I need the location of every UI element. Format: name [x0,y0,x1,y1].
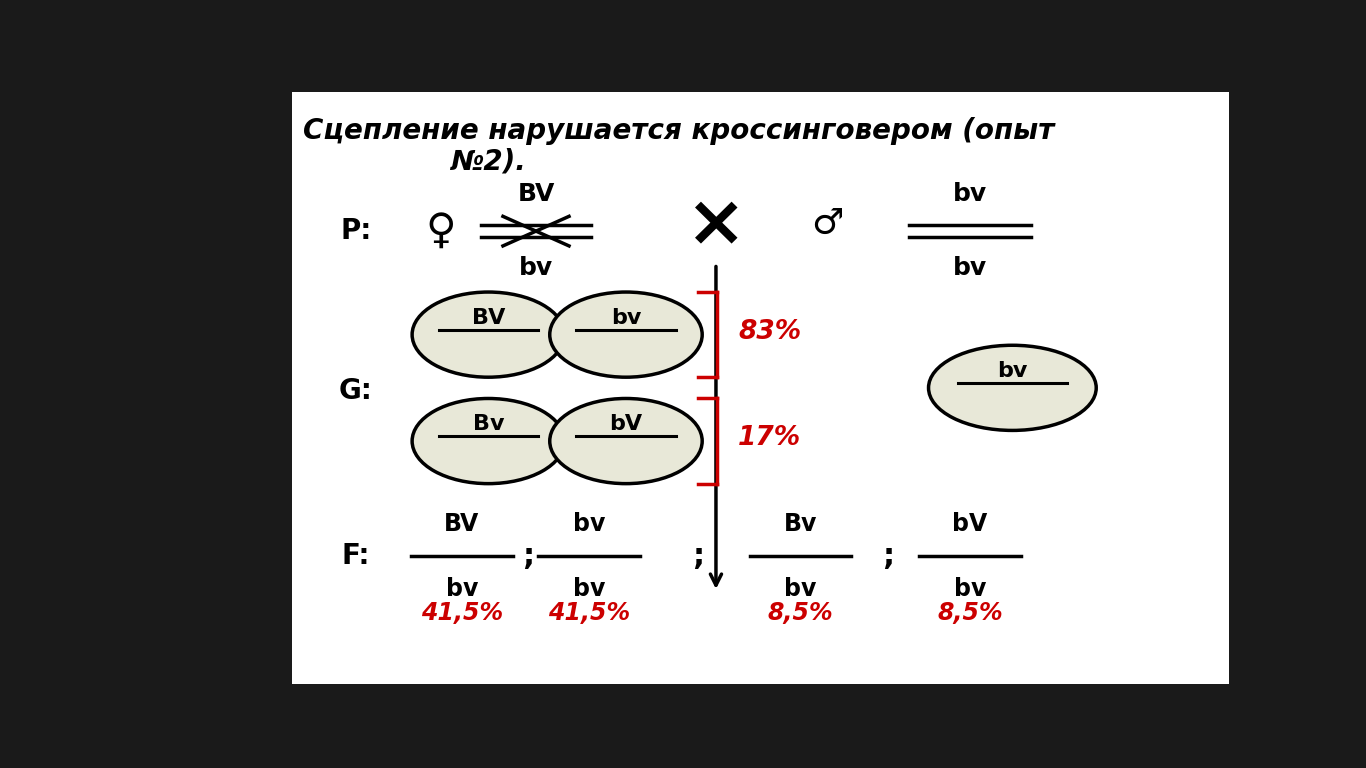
Text: BV: BV [444,511,479,536]
Bar [292,92,1229,684]
Text: bv: bv [997,361,1027,381]
Ellipse shape [929,346,1097,430]
Text: bV: bV [952,511,988,536]
Text: 17%: 17% [738,425,802,451]
Text: Bv: Bv [784,511,817,536]
Text: bv: bv [953,182,988,207]
Text: Bv: Bv [473,414,504,434]
Ellipse shape [549,292,702,377]
Text: bv: bv [953,577,986,601]
Text: ;: ; [882,542,895,571]
Text: BV: BV [518,182,555,207]
Text: G:: G: [339,377,373,405]
Text: bv: bv [784,577,817,601]
Ellipse shape [549,399,702,484]
Text: bv: bv [519,256,553,280]
Text: F:: F: [342,542,370,571]
Text: 41,5%: 41,5% [548,601,630,624]
Text: Сцепление нарушается кроссинговером (опыт: Сцепление нарушается кроссинговером (опы… [303,117,1055,144]
Text: ♂: ♂ [811,207,843,241]
Text: bv: bv [953,256,988,280]
Ellipse shape [413,292,564,377]
Text: bv: bv [572,511,605,536]
Text: bv: bv [445,577,478,601]
Text: 8,5%: 8,5% [937,601,1003,624]
Text: ;: ; [693,542,703,571]
Text: 8,5%: 8,5% [768,601,833,624]
Text: ×: × [686,190,746,260]
Text: bV: bV [609,414,642,434]
Text: ♀: ♀ [425,210,456,252]
Text: 83%: 83% [738,319,802,345]
Text: №2).: №2). [451,148,526,176]
Text: bv: bv [572,577,605,601]
Ellipse shape [413,399,564,484]
Text: 41,5%: 41,5% [421,601,503,624]
Text: ;: ; [523,542,534,571]
Text: bv: bv [611,307,641,327]
Text: BV: BV [471,307,505,327]
Text: P:: P: [340,217,372,245]
